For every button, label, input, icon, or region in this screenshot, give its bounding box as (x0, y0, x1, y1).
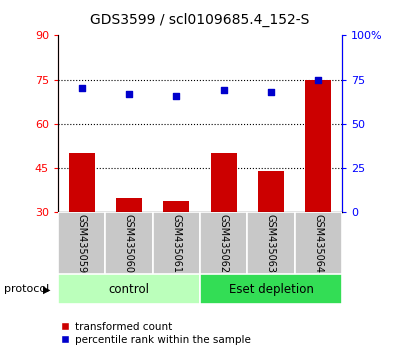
Bar (58, 212, 105, 274)
Bar (295, 212, 342, 274)
Text: GSM435060: GSM435060 (124, 214, 134, 273)
Bar (69, 153, 95, 212)
Bar (153, 212, 200, 274)
Text: GSM435064: GSM435064 (313, 214, 323, 273)
Bar (105, 212, 153, 274)
Bar (58, 274, 200, 304)
Text: GSM435061: GSM435061 (171, 214, 181, 273)
Text: ▶: ▶ (43, 284, 51, 295)
Text: GSM435063: GSM435063 (266, 214, 276, 273)
Bar (200, 274, 342, 304)
Point (268, 89, 274, 95)
Point (78, 86, 85, 91)
Bar (163, 201, 189, 212)
Point (315, 77, 322, 82)
Bar (305, 80, 331, 212)
Text: GDS3599 / scl0109685.4_152-S: GDS3599 / scl0109685.4_152-S (90, 12, 310, 27)
Text: GSM435062: GSM435062 (219, 214, 229, 273)
Point (220, 87, 227, 93)
Text: protocol: protocol (4, 284, 49, 295)
Bar (247, 212, 295, 274)
Text: Eset depletion: Eset depletion (228, 283, 314, 296)
Text: GSM435059: GSM435059 (77, 214, 87, 273)
Bar (211, 153, 237, 212)
Point (126, 91, 132, 97)
Point (173, 93, 180, 98)
Bar (116, 198, 142, 212)
Text: control: control (108, 283, 150, 296)
Bar (200, 212, 247, 274)
Bar (258, 171, 284, 212)
Legend: transformed count, percentile rank within the sample: transformed count, percentile rank withi… (55, 317, 255, 349)
